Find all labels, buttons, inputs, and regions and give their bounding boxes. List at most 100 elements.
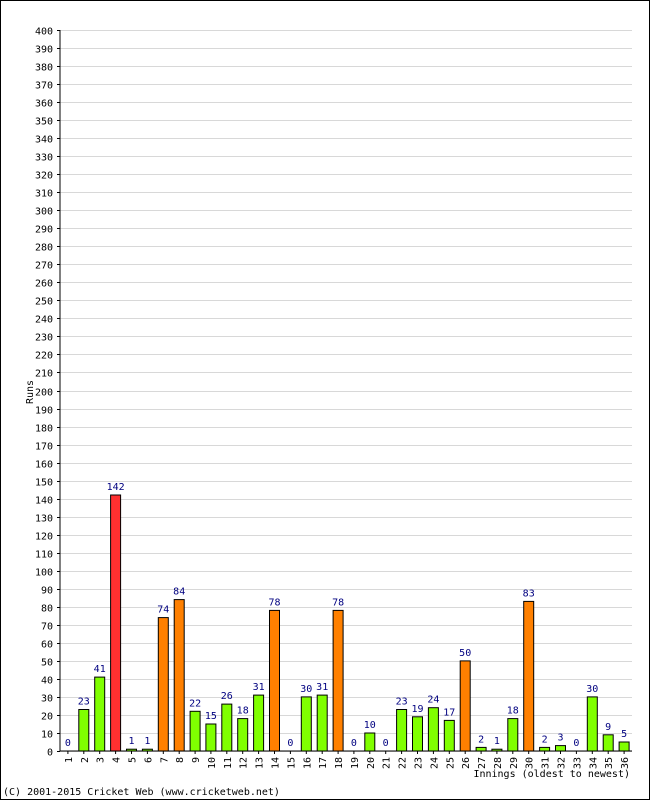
y-tick-label: 330	[35, 153, 53, 164]
bar-value-label: 31	[316, 682, 328, 693]
bar-value-label: 23	[396, 697, 408, 708]
bar	[332, 609, 344, 752]
y-tick-label: 120	[35, 532, 53, 543]
copyright-footer: (C) 2001-2015 Cricket Web (www.cricketwe…	[3, 787, 280, 798]
y-tick-label: 320	[35, 171, 53, 182]
x-tick-label: 30	[525, 757, 536, 769]
y-tick-label: 270	[35, 261, 53, 272]
y-tick-label: 30	[41, 694, 53, 705]
bar	[539, 746, 551, 752]
x-tick-label: 29	[509, 757, 520, 769]
bar	[475, 746, 487, 752]
y-tick-label: 210	[35, 369, 53, 380]
bar-value-label: 83	[523, 588, 535, 599]
y-tick-label: 100	[35, 568, 53, 579]
y-tick-label: 190	[35, 406, 53, 417]
x-tick-label: 23	[414, 757, 425, 769]
bars	[78, 494, 630, 752]
bar	[253, 694, 265, 752]
y-tick-label: 290	[35, 225, 53, 236]
y-tick-label: 370	[35, 81, 53, 92]
x-tick-label: 27	[477, 757, 488, 769]
y-tick-label: 170	[35, 442, 53, 453]
y-tick-label: 230	[35, 333, 53, 344]
y-tick-label: 200	[35, 388, 53, 399]
bar	[173, 599, 185, 752]
x-tick-label: 25	[445, 757, 456, 769]
bar-value-label: 2	[478, 734, 484, 745]
x-tick-label: 8	[175, 757, 186, 763]
y-tick-label: 390	[35, 45, 53, 56]
bar	[364, 732, 376, 752]
x-tick-label: 18	[334, 757, 345, 769]
bar-value-label: 2	[542, 734, 548, 745]
bar-value-label: 30	[300, 684, 312, 695]
y-tick-label: 130	[35, 514, 53, 525]
x-tick-label: 10	[207, 757, 218, 769]
x-tick-label: 7	[159, 757, 170, 763]
bar	[269, 609, 280, 752]
x-tick-label: 6	[143, 757, 154, 763]
y-axis-label: Runs	[25, 380, 36, 404]
bar-value-label: 3	[557, 733, 563, 744]
x-tick-label: 12	[239, 757, 250, 769]
y-tick-label: 70	[41, 622, 53, 633]
y-tick-label: 220	[35, 351, 53, 362]
x-tick-label: 26	[461, 757, 472, 769]
y-tick-label: 350	[35, 117, 53, 128]
grid-lines	[60, 30, 632, 752]
bar	[221, 703, 233, 752]
y-tick-label: 310	[35, 189, 53, 200]
y-tick-label: 90	[41, 586, 53, 597]
bar	[507, 718, 519, 752]
bar-value-label: 84	[173, 587, 185, 598]
bar-value-label: 10	[364, 720, 376, 731]
bar	[427, 707, 439, 752]
x-tick-label: 17	[318, 757, 329, 769]
y-tick-label: 20	[41, 712, 53, 723]
bar-value-label: 0	[65, 738, 71, 749]
bar-value-label: 24	[427, 695, 439, 706]
bar	[189, 710, 201, 752]
x-tick-label: 21	[382, 757, 393, 769]
bar-value-label: 1	[144, 736, 150, 747]
x-tick-label: 22	[398, 757, 409, 769]
bar-value-label: 19	[411, 704, 423, 715]
x-tick-label: 13	[255, 757, 266, 769]
bar-value-label: 78	[332, 597, 344, 608]
bar-value-label: 0	[383, 738, 389, 749]
bar-value-label: 78	[268, 597, 280, 608]
bar	[586, 696, 598, 752]
y-tick-label: 0	[47, 748, 53, 759]
bar-value-label: 142	[107, 482, 125, 493]
bar	[78, 709, 90, 752]
y-tick-label: 280	[35, 243, 53, 254]
bar-value-label: 22	[189, 698, 201, 709]
y-tick-label: 180	[35, 424, 53, 435]
x-tick-label: 28	[493, 757, 504, 769]
x-tick-label: 16	[302, 757, 313, 769]
bar	[412, 716, 423, 752]
x-tick-label: 24	[429, 757, 440, 769]
bar-value-label: 50	[459, 648, 471, 659]
bar	[602, 734, 614, 752]
y-tick-label: 140	[35, 496, 53, 507]
x-axis-ticks: 1 2 3 4 5 6 7 8 9 10 11 12 13 14 15 16 17 18 19 20 21 22 23 24 2…	[64, 751, 631, 769]
x-tick-label: 35	[604, 757, 615, 769]
bar-value-label: 15	[205, 711, 217, 722]
y-tick-label: 10	[41, 730, 53, 741]
bar	[443, 719, 455, 752]
x-tick-label: 32	[557, 757, 568, 769]
y-tick-label: 240	[35, 315, 53, 326]
bar	[555, 745, 566, 752]
bar	[94, 676, 106, 752]
bar-value-label: 0	[573, 738, 579, 749]
bar-value-label: 0	[287, 738, 293, 749]
x-tick-label: 4	[112, 757, 123, 763]
bar	[459, 660, 471, 752]
x-tick-label: 9	[191, 757, 202, 763]
x-tick-label: 36	[620, 757, 631, 769]
bar-value-label: 0	[351, 738, 357, 749]
x-tick-label: 3	[96, 757, 107, 763]
